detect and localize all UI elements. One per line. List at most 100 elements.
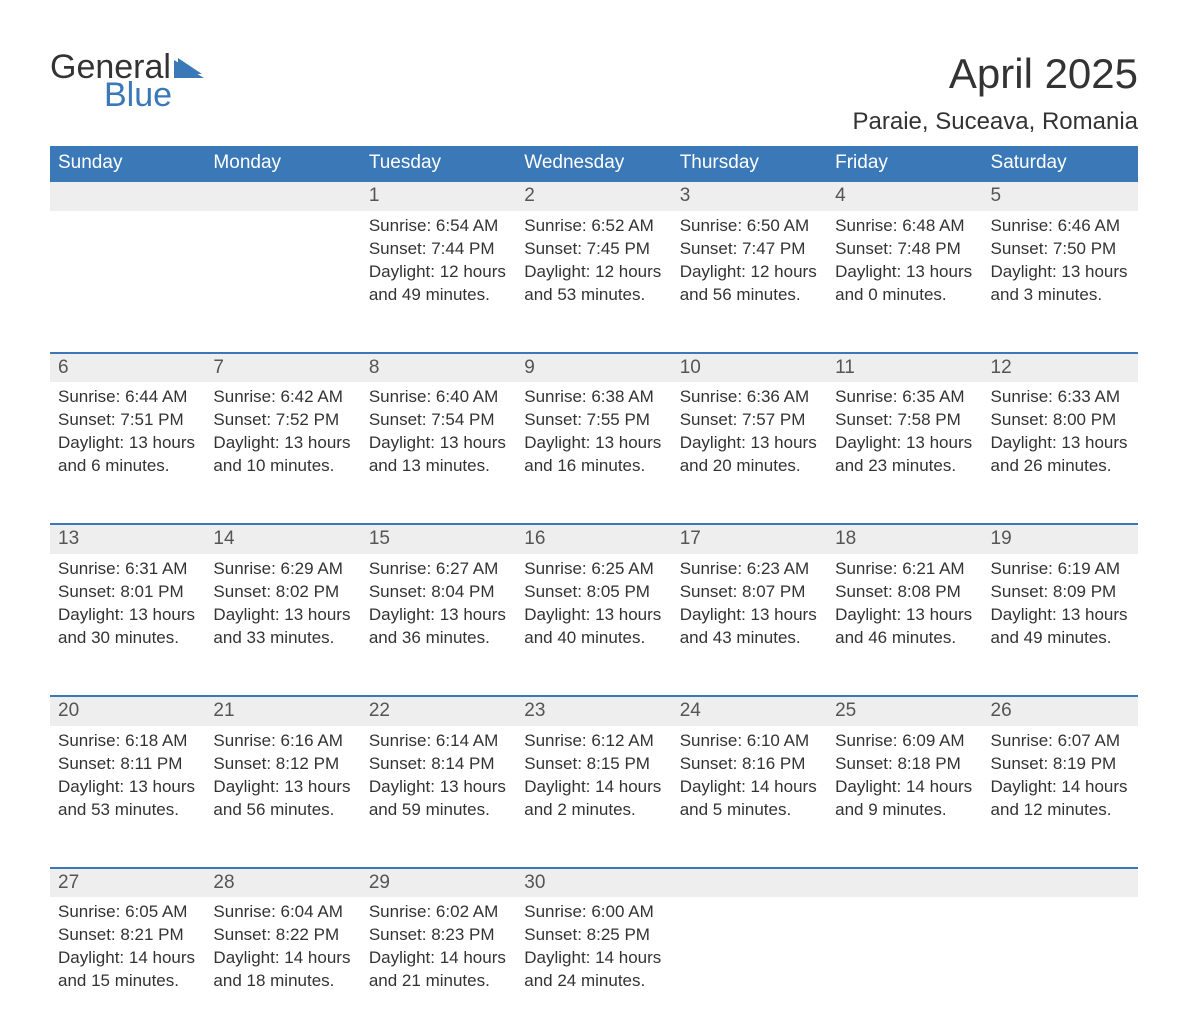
daynum-cell: 12 [983,353,1138,383]
day-details: Sunrise: 6:44 AMSunset: 7:51 PMDaylight:… [50,382,205,496]
daynum-cell: 25 [827,696,982,726]
daynum-cell [50,181,205,211]
day-details: Sunrise: 6:10 AMSunset: 8:16 PMDaylight:… [672,726,827,840]
col-monday: Monday [205,146,360,181]
day-details: Sunrise: 6:16 AMSunset: 8:12 PMDaylight:… [205,726,360,840]
daynum-row: 20212223242526 [50,696,1138,726]
day-number [672,869,827,898]
day-number: 29 [361,869,516,898]
day-details: Sunrise: 6:00 AMSunset: 8:25 PMDaylight:… [516,897,671,1011]
day-details: Sunrise: 6:36 AMSunset: 7:57 PMDaylight:… [672,382,827,496]
day-number: 13 [50,525,205,554]
day-cell: Sunrise: 6:50 AMSunset: 7:47 PMDaylight:… [672,211,827,339]
day-cell: Sunrise: 6:35 AMSunset: 7:58 PMDaylight:… [827,382,982,510]
col-thursday: Thursday [672,146,827,181]
day-details: Sunrise: 6:52 AMSunset: 7:45 PMDaylight:… [516,211,671,325]
day-number: 22 [361,697,516,726]
daynum-cell: 4 [827,181,982,211]
day-details: Sunrise: 6:27 AMSunset: 8:04 PMDaylight:… [361,554,516,668]
daynum-row: 12345 [50,181,1138,211]
day-content-row: Sunrise: 6:54 AMSunset: 7:44 PMDaylight:… [50,211,1138,339]
day-cell [50,211,205,339]
day-cell: Sunrise: 6:05 AMSunset: 8:21 PMDaylight:… [50,897,205,1025]
day-number: 28 [205,869,360,898]
day-content-row: Sunrise: 6:18 AMSunset: 8:11 PMDaylight:… [50,726,1138,854]
daynum-cell: 18 [827,524,982,554]
day-number: 27 [50,869,205,898]
week-spacer [50,854,1138,868]
daynum-cell: 23 [516,696,671,726]
day-number: 11 [827,354,982,383]
day-number: 12 [983,354,1138,383]
col-wednesday: Wednesday [516,146,671,181]
day-details [50,211,205,233]
day-cell: Sunrise: 6:54 AMSunset: 7:44 PMDaylight:… [361,211,516,339]
day-details: Sunrise: 6:35 AMSunset: 7:58 PMDaylight:… [827,382,982,496]
day-number: 18 [827,525,982,554]
daynum-cell: 21 [205,696,360,726]
day-number: 26 [983,697,1138,726]
month-title: April 2025 [853,50,1139,98]
day-cell: Sunrise: 6:44 AMSunset: 7:51 PMDaylight:… [50,382,205,510]
day-number: 21 [205,697,360,726]
day-cell: Sunrise: 6:10 AMSunset: 8:16 PMDaylight:… [672,726,827,854]
day-number: 19 [983,525,1138,554]
daynum-cell [827,868,982,898]
daynum-cell: 27 [50,868,205,898]
day-number: 8 [361,354,516,383]
day-details: Sunrise: 6:07 AMSunset: 8:19 PMDaylight:… [983,726,1138,840]
day-cell [672,897,827,1025]
day-details [983,897,1138,919]
day-content-row: Sunrise: 6:44 AMSunset: 7:51 PMDaylight:… [50,382,1138,510]
calendar-body: 12345Sunrise: 6:54 AMSunset: 7:44 PMDayl… [50,181,1138,1025]
day-number [827,869,982,898]
title-block: April 2025 Paraie, Suceava, Romania [853,50,1139,136]
day-number: 25 [827,697,982,726]
daynum-cell: 11 [827,353,982,383]
day-details [672,897,827,919]
day-cell: Sunrise: 6:31 AMSunset: 8:01 PMDaylight:… [50,554,205,682]
day-cell: Sunrise: 6:25 AMSunset: 8:05 PMDaylight:… [516,554,671,682]
col-friday: Friday [827,146,982,181]
calendar-table: Sunday Monday Tuesday Wednesday Thursday… [50,146,1138,1025]
daynum-cell: 3 [672,181,827,211]
daynum-cell: 7 [205,353,360,383]
daynum-cell: 15 [361,524,516,554]
day-details: Sunrise: 6:02 AMSunset: 8:23 PMDaylight:… [361,897,516,1011]
day-details: Sunrise: 6:19 AMSunset: 8:09 PMDaylight:… [983,554,1138,668]
daynum-cell [672,868,827,898]
daynum-cell: 28 [205,868,360,898]
header: General Blue April 2025 Paraie, Suceava,… [50,50,1138,136]
daynum-cell: 13 [50,524,205,554]
daynum-cell: 5 [983,181,1138,211]
week-spacer [50,339,1138,353]
day-number [983,869,1138,898]
week-spacer [50,682,1138,696]
day-details: Sunrise: 6:29 AMSunset: 8:02 PMDaylight:… [205,554,360,668]
day-details: Sunrise: 6:05 AMSunset: 8:21 PMDaylight:… [50,897,205,1011]
day-cell: Sunrise: 6:07 AMSunset: 8:19 PMDaylight:… [983,726,1138,854]
day-details: Sunrise: 6:40 AMSunset: 7:54 PMDaylight:… [361,382,516,496]
day-cell: Sunrise: 6:27 AMSunset: 8:04 PMDaylight:… [361,554,516,682]
daynum-cell: 29 [361,868,516,898]
daynum-cell: 26 [983,696,1138,726]
day-number: 15 [361,525,516,554]
day-details: Sunrise: 6:50 AMSunset: 7:47 PMDaylight:… [672,211,827,325]
daynum-cell: 22 [361,696,516,726]
day-number: 5 [983,182,1138,211]
day-details: Sunrise: 6:38 AMSunset: 7:55 PMDaylight:… [516,382,671,496]
daynum-cell: 30 [516,868,671,898]
day-cell: Sunrise: 6:23 AMSunset: 8:07 PMDaylight:… [672,554,827,682]
day-cell: Sunrise: 6:12 AMSunset: 8:15 PMDaylight:… [516,726,671,854]
day-cell: Sunrise: 6:38 AMSunset: 7:55 PMDaylight:… [516,382,671,510]
day-cell: Sunrise: 6:04 AMSunset: 8:22 PMDaylight:… [205,897,360,1025]
day-number: 30 [516,869,671,898]
day-number: 7 [205,354,360,383]
daynum-cell: 17 [672,524,827,554]
col-tuesday: Tuesday [361,146,516,181]
logo-text-blue: Blue [104,78,206,112]
logo: General Blue [50,50,206,112]
day-details: Sunrise: 6:54 AMSunset: 7:44 PMDaylight:… [361,211,516,325]
day-number: 14 [205,525,360,554]
day-number: 17 [672,525,827,554]
